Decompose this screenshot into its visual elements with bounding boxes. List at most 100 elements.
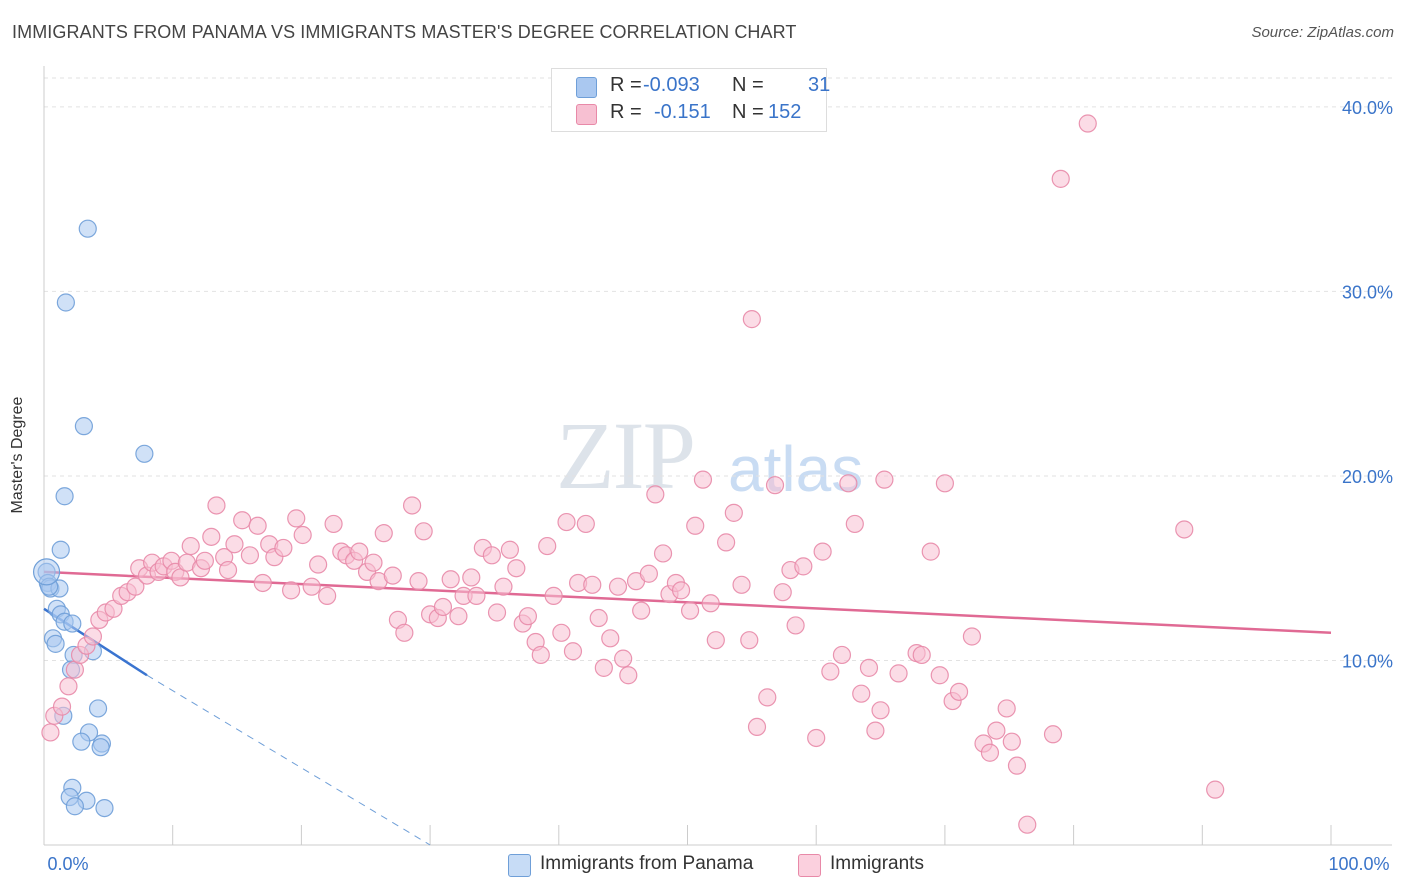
immigrants-point [921,542,940,561]
immigrants-point [364,553,383,572]
immigrants-point [274,538,293,558]
legend-swatch-immigrants [576,104,597,125]
immigrants-point [807,728,826,748]
immigrants-point [680,601,700,620]
immigrants-point [557,512,576,532]
correlation-legend: R = -0.093 N = 31 R = -0.151 N = 152 [551,68,831,132]
immigrants-point [724,503,743,522]
immigrants-point [980,743,1000,762]
immigrants-point [225,535,244,554]
immigrants-point [740,631,759,650]
legend-n-label: N = [732,74,764,96]
immigrants-point [414,522,433,541]
immigrants-point [962,627,982,646]
y-tick-label: 30.0% [1342,282,1393,302]
immigrants-point [462,568,481,587]
immigrants-point [875,470,894,489]
immigrants-point [742,310,761,329]
immigrants-point [309,555,328,574]
immigrants-point [813,542,832,561]
immigrants-point [318,586,337,605]
immigrants-point [845,514,864,534]
legend-swatch-panama [576,77,597,98]
panama-trend-extension [146,674,431,846]
immigrants-point [207,496,226,515]
immigrants-point [839,474,858,493]
y-axis-label: Master's Degree [9,396,26,514]
legend-n-value: 152 [768,101,802,123]
panama-point [65,797,84,816]
panama-point [78,219,97,238]
immigrants-point [997,699,1016,718]
immigrants-point [608,577,628,596]
immigrants-point [494,577,513,596]
panama-point [72,732,91,751]
immigrants-point [563,642,583,661]
immigrants-point [765,476,785,495]
y-tick-label: 20.0% [1342,467,1393,487]
immigrants-point [218,560,238,580]
immigrants-point [1206,780,1225,799]
bottom-legend-label-immigrants: Immigrants [830,853,924,874]
immigrants-point [500,540,519,559]
immigrants-point [41,723,60,742]
immigrants-point [449,607,468,626]
immigrants-point [383,566,402,585]
immigrants-point [531,645,550,665]
watermark-zip: ZIP [556,402,696,509]
immigrants-point [544,586,563,605]
immigrants-point [589,608,608,628]
immigrants-point [195,551,214,570]
panama-point-large [32,558,61,586]
immigrants-point [653,544,673,563]
source-label: Source: ZipAtlas.com [1251,24,1394,41]
legend-r-label: R = [610,101,642,123]
immigrants-point [987,721,1006,740]
immigrants-point [282,581,301,600]
immigrants-point [871,701,890,720]
immigrants-point [632,601,651,620]
immigrants-point [1018,815,1037,834]
immigrants-point [441,570,460,589]
immigrants-point [706,631,725,650]
immigrants-point [126,577,145,596]
immigrants-point [686,516,705,535]
immigrants-point [859,658,879,677]
bottom-legend-label-panama: Immigrants from Panama [540,853,754,874]
immigrants-point [786,616,805,635]
y-tick-label: 10.0% [1342,651,1393,671]
panama-point [95,798,114,818]
immigrants-point [594,658,613,677]
legend-n-value: 31 [808,74,831,96]
immigrants-point [949,682,969,701]
panama-point [46,634,65,653]
immigrants-point [912,645,931,665]
legend-row-immigrants: R = -0.151 N = 152 [552,101,826,127]
immigrants-point [233,511,252,530]
panama-point [135,444,154,463]
immigrants-point [552,623,571,642]
immigrants-point [693,470,713,489]
x-tick-label-min: 0.0% [47,854,88,874]
y-tick-label: 40.0% [1342,98,1393,118]
immigrants-point [1175,520,1194,539]
immigrants-point [601,629,620,648]
immigrants-point [253,573,272,593]
immigrants-point [852,684,871,703]
immigrants-point [889,664,908,683]
immigrants-point [832,645,852,665]
immigrants-point [619,666,638,685]
axes [43,66,1392,846]
tick-labels: 10.0% 20.0% 30.0% 40.0% 0.0% 100.0% [47,98,1393,874]
immigrants-point [773,583,792,602]
immigrants-point [732,575,751,594]
immigrants-point [350,542,369,561]
panama-point [56,293,75,312]
legend-r-value: -0.093 [643,74,700,96]
immigrants-point [821,662,840,681]
x-tick-label-max: 100.0% [1328,854,1389,874]
immigrants-point [324,514,343,534]
immigrants-point [467,586,486,605]
immigrants-point [671,581,691,600]
